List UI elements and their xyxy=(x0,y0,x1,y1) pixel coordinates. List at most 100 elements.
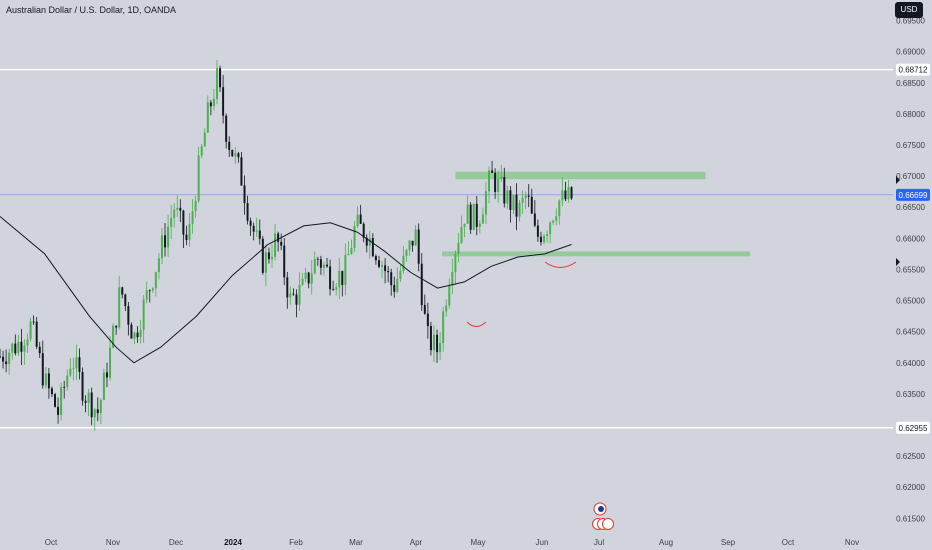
candle-body xyxy=(298,284,301,305)
candle xyxy=(393,276,396,298)
zone-support[interactable] xyxy=(442,251,751,257)
candle-body xyxy=(157,258,160,273)
candle xyxy=(408,239,411,256)
candle xyxy=(423,294,426,315)
candle xyxy=(228,136,231,157)
candle xyxy=(564,181,567,202)
candle xyxy=(231,149,234,158)
candle-body xyxy=(209,102,212,107)
candle xyxy=(176,195,179,218)
candle-body xyxy=(225,115,228,142)
candle xyxy=(326,257,329,268)
candle xyxy=(26,333,29,354)
candle-body xyxy=(237,153,240,158)
candle-body xyxy=(93,409,96,418)
candle-body xyxy=(417,229,420,264)
candle-body xyxy=(188,223,191,240)
candle-body xyxy=(338,270,341,288)
candle-body xyxy=(384,265,387,272)
candle xyxy=(157,253,160,280)
candle xyxy=(167,214,170,257)
candle xyxy=(524,191,527,210)
candle-body xyxy=(408,240,411,251)
candle-body xyxy=(295,294,298,305)
candle-body xyxy=(222,87,225,116)
candle-body xyxy=(488,170,491,192)
candle xyxy=(518,199,521,222)
candle-body xyxy=(176,207,179,210)
candle xyxy=(133,331,136,345)
candle-body xyxy=(47,373,50,389)
candle-body xyxy=(319,259,322,268)
candle xyxy=(194,195,197,218)
y-tick-label: 0.65000 xyxy=(896,297,925,306)
candle-body xyxy=(533,213,536,226)
candle-body xyxy=(200,146,203,156)
zone-resistance[interactable] xyxy=(455,171,706,180)
candle xyxy=(96,397,99,422)
candle-body xyxy=(564,190,567,200)
candle xyxy=(173,202,176,228)
candle xyxy=(118,275,121,330)
candle-body xyxy=(326,264,329,267)
x-tick-label: Nov xyxy=(106,538,120,547)
candle-body xyxy=(14,343,17,354)
candle xyxy=(295,289,298,318)
candle-body xyxy=(44,373,47,386)
candle-body xyxy=(246,203,249,221)
candle xyxy=(390,268,393,296)
candle xyxy=(442,306,445,352)
x-tick-label: Nov xyxy=(845,538,859,547)
candle xyxy=(506,185,509,209)
candle-body xyxy=(69,368,72,376)
candle xyxy=(75,344,78,381)
candle xyxy=(136,326,139,343)
candle-body xyxy=(219,68,222,88)
candle-body xyxy=(160,235,163,259)
candle xyxy=(240,151,243,186)
y-tick-label: 0.66500 xyxy=(896,203,925,212)
candle xyxy=(237,151,240,163)
candle xyxy=(292,288,295,296)
candle xyxy=(494,168,497,199)
candle xyxy=(374,254,377,265)
candle xyxy=(365,234,368,253)
candle-body xyxy=(374,256,377,261)
y-tick-label: 0.62500 xyxy=(896,452,925,461)
candle-body xyxy=(365,237,368,246)
candle-body xyxy=(429,326,432,351)
y-tick-label: 0.61500 xyxy=(896,514,925,523)
candle-body xyxy=(307,272,310,284)
zone-arrow-icon xyxy=(896,258,900,266)
candle-body xyxy=(136,332,139,338)
candle-body xyxy=(96,409,99,414)
candle xyxy=(148,289,151,303)
candle xyxy=(515,183,518,231)
candle-body xyxy=(515,194,518,217)
candle-body xyxy=(274,233,277,257)
candle xyxy=(359,204,362,224)
candle xyxy=(271,244,274,268)
candle xyxy=(567,179,570,203)
us-flag-icon[interactable] xyxy=(602,518,614,530)
candle-body xyxy=(203,132,206,147)
candle xyxy=(29,317,32,342)
candle-body xyxy=(26,339,29,346)
candle-body xyxy=(289,293,292,298)
candle-body xyxy=(173,209,176,219)
candle-body xyxy=(570,187,573,199)
candle xyxy=(310,260,313,295)
candle-body xyxy=(497,178,500,192)
candle xyxy=(509,186,512,223)
y-tick-label: 0.64000 xyxy=(896,359,925,368)
currency-button[interactable]: USD xyxy=(895,2,923,18)
candle xyxy=(338,257,341,300)
candle-body xyxy=(41,353,44,386)
candle xyxy=(215,60,218,105)
y-tick-label: 0.67500 xyxy=(896,141,925,150)
candle xyxy=(335,282,338,296)
candle-body xyxy=(420,263,423,306)
curve-mark xyxy=(544,261,577,268)
candle xyxy=(543,233,546,245)
